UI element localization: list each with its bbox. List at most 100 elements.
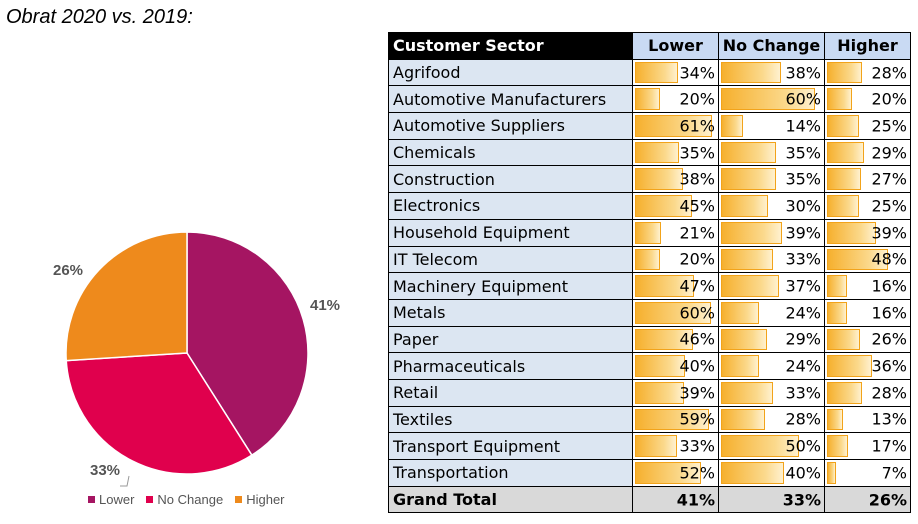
value-cell-lower: 20% [632,85,719,114]
column-header-lower: Lower [632,32,719,60]
data-bar [721,328,767,351]
sector-name: Agrifood [388,58,633,87]
legend-swatch [88,496,95,503]
value-label: 41% [676,490,715,510]
table-row: Paper 46% 29% 26% [388,325,911,354]
value-cell-lower: 45% [632,192,719,220]
value-label: 30% [785,196,821,216]
sector-table: Customer Sector Lower No Change Higher A… [388,32,911,514]
data-bar [827,61,862,84]
value-label: 39% [785,223,821,243]
value-cell-higher: 29% [824,138,911,167]
value-cell-higher: 28% [824,58,911,87]
value-cell-higher: 26% [824,325,911,354]
value-label: 26% [871,329,907,349]
value-cell-lower: 52% [632,459,719,487]
sector-name: Construction [388,165,633,194]
data-bar [721,88,815,111]
value-cell-higher: 16% [824,272,911,300]
value-cell-no-change: 39% [718,218,825,247]
value-label: 25% [871,196,907,216]
table-header-row: Customer Sector Lower No Change Higher [388,32,911,60]
value-cell-lower: 35% [632,138,719,167]
legend-item-lower: Lower [88,492,134,507]
data-bar [721,301,759,324]
value-label: 20% [871,89,907,109]
pie-label-no-change: 33% [90,462,120,479]
data-bar [635,355,685,377]
data-bar [721,355,759,377]
value-label: 45% [679,196,715,216]
value-label: 28% [785,409,821,429]
data-bar [635,408,709,431]
value-cell-higher: 20% [824,85,911,114]
value-label: 40% [785,463,821,483]
pie-legend: Lower No Change Higher [88,492,285,507]
value-label: 17% [871,436,907,456]
data-bar [635,248,660,271]
value-cell-lower: 40% [632,352,719,380]
data-bar [827,88,852,111]
sector-name: Pharmaceuticals [388,352,633,380]
value-cell-lower: 46% [632,325,719,354]
table-row: Pharmaceuticals 40% 24% 36% [388,352,911,380]
value-cell-lower: 39% [632,378,719,407]
data-bar [635,195,692,217]
value-label: 35% [785,169,821,189]
column-header-higher: Higher [824,32,911,60]
value-cell-higher: 39% [824,218,911,247]
value-cell-higher: 48% [824,245,911,274]
table-row: IT Telecom 20% 33% 48% [388,245,911,274]
value-label: 33% [782,490,821,510]
sector-name: Transportation [388,459,633,487]
data-bar [827,168,861,191]
data-bar [635,435,677,457]
value-label: 27% [871,169,907,189]
value-cell-no-change: 38% [718,58,825,87]
value-cell-lower: 33% [632,432,719,460]
data-bar [721,462,784,484]
value-cell-no-change: 29% [718,325,825,354]
value-label: 28% [871,63,907,83]
value-label: 20% [679,249,715,269]
table-row: Automotive Manufacturers 20% 60% 20% [388,85,911,114]
value-cell-lower: 21% [632,218,719,247]
legend-label: Lower [99,492,135,507]
data-bar [635,88,660,111]
value-label: 25% [871,116,907,136]
data-bar [827,195,859,217]
value-cell-higher: 13% [824,405,911,434]
value-label: 39% [679,383,715,403]
data-bar [721,435,799,457]
sector-name: Metals [388,298,633,327]
data-bar [721,115,743,137]
data-bar [827,248,888,271]
table-row: Chemicals 35% 35% 29% [388,138,911,167]
sector-name: Chemicals [388,138,633,167]
column-header-sector: Customer Sector [388,32,633,60]
data-bar [635,381,684,404]
data-bar [721,275,779,297]
value-cell-no-change: 40% [718,459,825,487]
value-cell-no-change: 35% [718,165,825,194]
value-cell-higher: 16% [824,298,911,327]
data-bar [827,115,859,137]
data-bar [635,61,678,84]
value-label: 33% [785,249,821,269]
value-label: 16% [871,276,907,296]
sector-name: Textiles [388,405,633,434]
value-cell-higher: 25% [824,112,911,140]
data-bar [827,408,843,431]
value-cell-no-change: 33% [718,378,825,407]
value-cell-no-change: 60% [718,85,825,114]
legend-label: No Change [157,492,224,507]
data-bar [721,141,776,164]
data-bar [827,301,847,324]
value-label: 36% [871,356,907,376]
value-cell-no-change: 14% [718,112,825,140]
data-bar [635,301,711,324]
legend-item-no-change: No Change [146,492,223,507]
table-total-row: Grand Total 41% 33% 26% [388,485,911,514]
data-bar [721,408,765,431]
value-cell-lower: 38% [632,165,719,194]
